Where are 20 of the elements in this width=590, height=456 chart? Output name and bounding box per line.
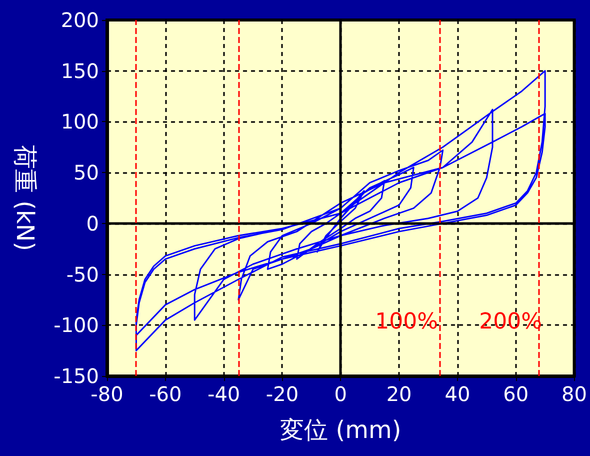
y-tick-label: 100	[60, 110, 99, 134]
x-tick-label: 20	[386, 382, 412, 406]
x-tick-label: -40	[207, 382, 240, 406]
annotation: 200%	[479, 310, 542, 334]
x-tick-label: -60	[149, 382, 182, 406]
y-tick-label: -50	[66, 262, 99, 286]
y-tick-label: 0	[86, 211, 99, 236]
y-tick-label: -100	[54, 313, 99, 338]
x-tick-label: 60	[503, 382, 529, 406]
y-tick-label: 50	[74, 160, 99, 185]
x-tick-label: 40	[444, 382, 470, 406]
x-tick-label: 0	[334, 382, 348, 406]
annotation: 100%	[375, 310, 438, 334]
x-tick-label: -20	[266, 382, 299, 406]
x-axis-title: 変位 (mm)	[280, 416, 402, 444]
line-series	[135, 70, 546, 352]
x-tick-label: 80	[562, 382, 587, 406]
y-tick-label: 150	[60, 58, 99, 83]
y-tick-label: 200	[60, 8, 99, 32]
y-axis-title: 荷重 (kN)	[11, 144, 39, 252]
